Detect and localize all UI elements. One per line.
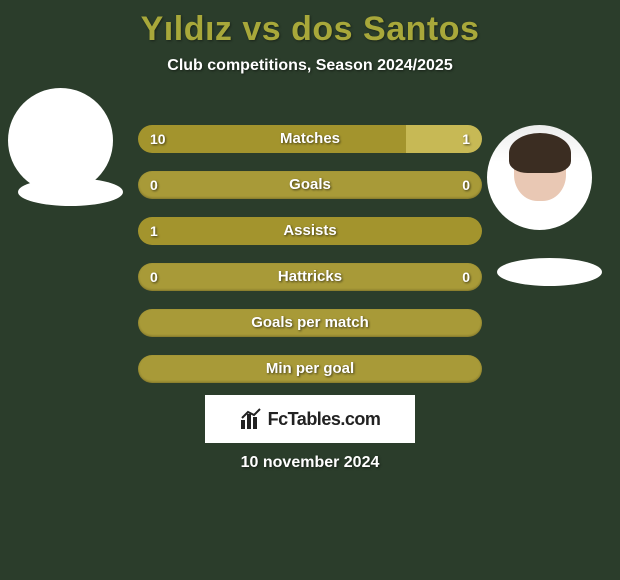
- stat-label: Goals per match: [138, 309, 482, 337]
- stat-row: Goals per match: [138, 309, 482, 337]
- avatar-shadow-left: [18, 178, 123, 206]
- brand-text: FcTables.com: [268, 409, 381, 430]
- stat-value-left: 10: [150, 125, 166, 153]
- stat-row: Min per goal: [138, 355, 482, 383]
- brand-logo: FcTables.com: [205, 395, 415, 443]
- stat-value-right: 0: [462, 263, 470, 291]
- stat-label: Assists: [138, 217, 482, 245]
- stat-value-right: 1: [462, 125, 470, 153]
- stat-value-left: 0: [150, 263, 158, 291]
- player-avatar-right: [487, 125, 592, 230]
- avatar-shadow-right: [497, 258, 602, 286]
- footer-date: 10 november 2024: [0, 454, 620, 472]
- stat-label: Goals: [138, 171, 482, 199]
- stat-row: Goals0 0: [138, 171, 482, 199]
- stat-row: Matches10 1: [138, 125, 482, 153]
- stat-label: Min per goal: [138, 355, 482, 383]
- bar-chart-icon: [240, 408, 262, 430]
- stat-row: Assists1: [138, 217, 482, 245]
- comparison-bars: Matches101Goals00Assists1Hattricks00Goal…: [138, 125, 482, 401]
- comparison-subtitle: Club competitions, Season 2024/2025: [0, 57, 620, 75]
- stat-label: Matches: [138, 125, 482, 153]
- stat-value-right: 0: [462, 171, 470, 199]
- stat-value-left: 0: [150, 171, 158, 199]
- stat-label: Hattricks: [138, 263, 482, 291]
- stat-row: Hattricks0 0: [138, 263, 482, 291]
- comparison-title: Yıldız vs dos Santos: [0, 0, 620, 49]
- stat-value-left: 1: [150, 217, 158, 245]
